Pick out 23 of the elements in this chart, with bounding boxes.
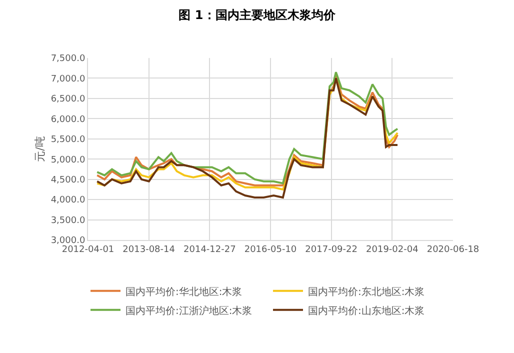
chart-title: 图 1：国内主要地区木浆均价 — [178, 8, 336, 22]
x-tick-label: 2020-06-18 — [426, 244, 480, 255]
x-tick-label: 2012-04-01 — [62, 244, 114, 255]
y-axis-title: 元/吨 — [33, 136, 46, 162]
legend-label: 国内平均价:东北地区:木浆 — [308, 286, 425, 298]
legend-label: 国内平均价:华北地区:木浆 — [126, 286, 242, 298]
legend-label: 国内平均价:江浙沪地区:木浆 — [126, 304, 252, 317]
y-tick-label: 3,500.0 — [50, 216, 86, 226]
y-tick-label: 7,000.0 — [50, 74, 86, 84]
x-tick-label: 2016-05-10 — [244, 244, 297, 255]
y-tick-label: 4,000.0 — [50, 196, 86, 206]
x-tick-label: 2014-12-27 — [184, 244, 236, 255]
y-tick-label: 6,000.0 — [50, 114, 86, 125]
x-tick-label: 2013-08-14 — [122, 244, 176, 255]
legend-label: 国内平均价:山东地区:木浆 — [308, 304, 425, 317]
y-tick-label: 5,000.0 — [50, 155, 86, 166]
y-tick-label: 4,500.0 — [50, 175, 86, 186]
y-tick-label: 6,500.0 — [50, 94, 86, 105]
y-tick-label: 3,000.0 — [50, 236, 86, 246]
x-tick-label: 2017-09-22 — [305, 244, 358, 255]
y-tick-label: 5,500.0 — [50, 135, 86, 146]
x-tick-label: 2019-02-04 — [366, 244, 419, 255]
y-tick-label: 7,500.0 — [50, 54, 86, 64]
